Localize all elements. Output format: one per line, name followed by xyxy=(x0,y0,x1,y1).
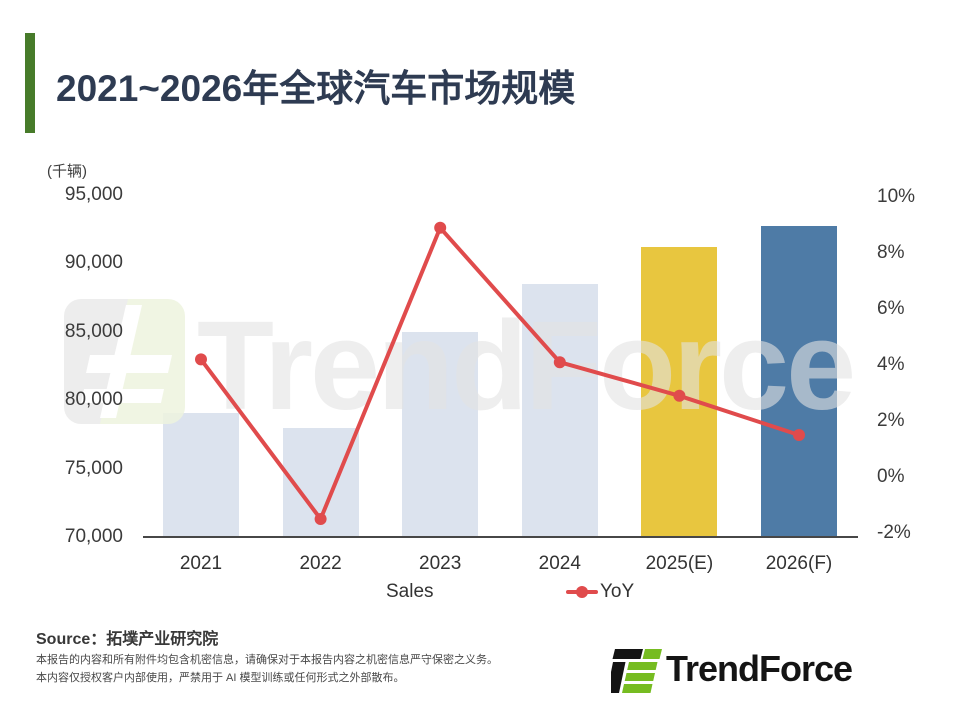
trendforce-logo-icon xyxy=(611,649,662,693)
yoy-line xyxy=(199,225,800,521)
x-axis-label-2022: 2022 xyxy=(299,553,342,574)
left-axis-tick: 90,000 xyxy=(64,252,123,274)
right-axis-tick: -2% xyxy=(877,522,911,543)
right-axis-tick: 0% xyxy=(877,466,905,487)
right-axis-tick: 8% xyxy=(877,242,905,263)
left-axis-tick: 95,000 xyxy=(64,184,123,205)
x-axis-label-2021: 2021 xyxy=(179,553,223,574)
left-axis-tick: 85,000 xyxy=(64,320,123,342)
yoy-point-2025(E) xyxy=(673,389,686,402)
x-axis-label-2023: 2023 xyxy=(419,553,462,574)
x-axis-line xyxy=(143,536,858,538)
legend-sales-swatch xyxy=(356,586,383,598)
right-axis-tick: 6% xyxy=(877,298,905,319)
disclaimer-line-2: 本内容仅授权客户内部使用，严禁用于 AI 模型训练或任何形式之外部散布。 xyxy=(36,672,405,684)
yoy-point-2024 xyxy=(553,356,566,369)
yoy-point-2021 xyxy=(195,353,207,366)
right-axis-tick: 10% xyxy=(877,186,916,207)
bar-2026(F) xyxy=(761,226,837,537)
left-axis-tick: 70,000 xyxy=(64,526,123,547)
source-label: Source：拓墣产业研究院 xyxy=(36,631,219,648)
yoy-point-2022 xyxy=(314,513,327,525)
yoy-point-2026(F) xyxy=(793,429,805,441)
bar-2024 xyxy=(521,283,598,537)
x-axis-label-2026(F): 2026(F) xyxy=(765,553,833,574)
legend-yoy-label: YoY xyxy=(600,581,635,602)
title-accent-bar xyxy=(25,33,35,133)
legend-sales-label: Sales xyxy=(386,581,434,602)
x-axis-label-2024: 2024 xyxy=(538,553,581,574)
trendforce-logo-text: TrendForce xyxy=(666,648,853,689)
bar-2023 xyxy=(402,331,479,537)
bar-2021 xyxy=(163,412,239,537)
left-axis-tick: 80,000 xyxy=(64,389,123,411)
left-axis-tick: 75,000 xyxy=(64,457,123,479)
left-axis-unit-label: (千辆) xyxy=(47,163,87,180)
right-axis-tick: 2% xyxy=(877,410,905,431)
legend-yoy-dot-marker xyxy=(576,586,588,598)
x-axis-label-2025(E): 2025(E) xyxy=(645,553,714,574)
disclaimer-line-1: 本报告的内容和所有附件均包含机密信息，请确保对于本报告内容之机密信息严守保密之义… xyxy=(36,654,498,666)
right-axis-tick: 4% xyxy=(877,354,905,375)
yoy-point-2023 xyxy=(434,221,447,234)
page-title: 2021~2026年全球汽车市场规模 xyxy=(56,68,576,109)
